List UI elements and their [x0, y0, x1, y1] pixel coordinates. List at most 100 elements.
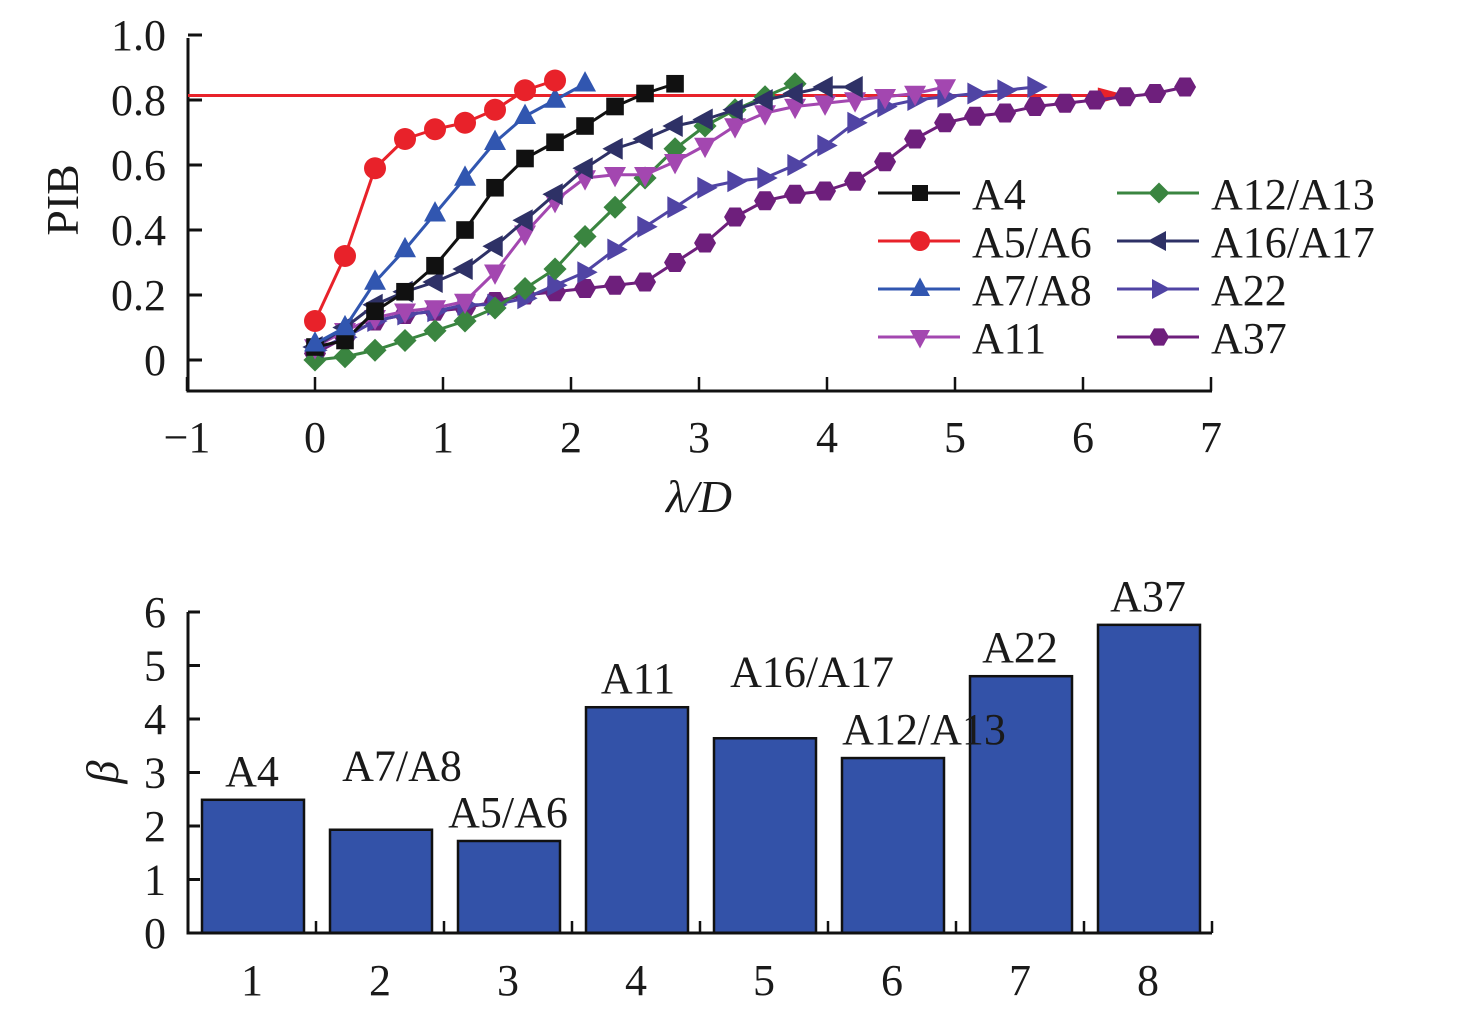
data-point-a16-a17: [692, 108, 713, 131]
legend-item-a12-a13: A12/A13: [1117, 170, 1375, 219]
data-point-a4: [426, 256, 444, 275]
bar-x-tick-label: 7: [1009, 956, 1031, 1005]
legend-marker-triangle-down-icon: [910, 330, 930, 349]
bar-y-tick-label: 2: [144, 802, 166, 851]
bar: [200, 798, 306, 935]
data-point-a12-a13: [483, 296, 507, 320]
data-point-a16-a17: [602, 137, 623, 160]
bar: [584, 705, 690, 935]
legend-label: A7/A8: [972, 266, 1092, 315]
legend-marker-triangle-right-icon: [1152, 279, 1171, 299]
data-point-a12-a13: [453, 309, 477, 333]
data-point-a22: [547, 274, 568, 297]
legend-label: A11: [972, 314, 1046, 363]
data-point-a5-a6: [364, 157, 387, 180]
legend-marker-hexagon-icon: [1149, 328, 1169, 346]
data-point-a37: [664, 252, 687, 273]
bar-data-label: A16/A17: [730, 647, 894, 696]
x-tick-label: 5: [944, 413, 966, 462]
bar-y-tick-label: 3: [144, 749, 166, 798]
legend-item-a5-a6: A5/A6: [878, 218, 1092, 267]
data-point-a11: [424, 300, 447, 321]
data-point-a11: [754, 105, 777, 126]
legend-item-a11: A11: [878, 314, 1046, 363]
data-point-a16-a17: [422, 271, 443, 293]
data-point-a12-a13: [393, 328, 417, 353]
legend-label: A16/A17: [1211, 218, 1375, 267]
data-point-a7-a8: [424, 201, 447, 222]
data-point-a37: [874, 152, 897, 172]
data-point-a12-a13: [603, 195, 627, 219]
data-point-a16-a17: [662, 115, 683, 137]
bar-x-tick-label: 2: [369, 956, 391, 1005]
data-point-a16-a17: [722, 98, 743, 121]
legend-marker-triangle-up-icon: [910, 277, 930, 296]
data-point-a37: [694, 233, 717, 253]
data-point-a4: [516, 149, 534, 168]
legend-item-a37: A37: [1117, 314, 1287, 363]
data-point-a37: [754, 191, 777, 211]
data-point-a7-a8: [484, 129, 507, 150]
data-point-a22: [637, 215, 658, 238]
data-point-a37: [934, 113, 957, 133]
bar-data-label: A7/A8: [342, 742, 462, 791]
bar-x-tick-label: 5: [753, 956, 775, 1005]
data-point-a5-a6: [334, 245, 357, 267]
data-point-a7-a8: [364, 269, 387, 290]
data-point-a11: [934, 79, 957, 100]
data-point-a16-a17: [452, 258, 473, 280]
y-tick-label: 0.2: [111, 271, 166, 320]
data-point-a5-a6: [514, 79, 537, 102]
bar: [968, 674, 1074, 935]
data-point-a22: [757, 167, 778, 189]
data-point-a16-a17: [572, 157, 593, 180]
data-point-a37: [814, 181, 837, 201]
series-a7-a8: [304, 71, 597, 352]
bar-y-tick-label: 0: [144, 909, 166, 958]
legend-item-a22: A22: [1117, 266, 1287, 315]
x-tick-label: 6: [1072, 413, 1094, 462]
bar-x-tick-label: 3: [497, 956, 519, 1005]
data-point-a5-a6: [424, 118, 447, 141]
data-point-a4: [666, 74, 684, 93]
x-tick-label: 1: [432, 413, 454, 462]
data-point-a5-a6: [304, 310, 326, 332]
x-tick-label: 0: [304, 413, 326, 462]
legend-item-a4: A4: [878, 170, 1026, 219]
legend-label: A37: [1211, 314, 1287, 363]
series-group: [302, 69, 1197, 372]
data-point-a37: [724, 207, 747, 227]
bar: [328, 828, 434, 935]
data-point-a22: [697, 176, 718, 199]
data-point-a22: [967, 82, 988, 105]
bar-y-axis-label: β: [77, 760, 128, 784]
data-point-a7-a8: [304, 331, 326, 352]
data-point-a4: [396, 282, 414, 301]
bar-x-tick-label: 4: [625, 956, 647, 1005]
data-point-a4: [636, 84, 654, 103]
legend-marker-circle-icon: [910, 231, 930, 251]
data-point-a16-a17: [542, 183, 563, 206]
data-point-a12-a13: [363, 338, 387, 362]
data-point-a7-a8: [454, 165, 477, 186]
legend-label: A22: [1211, 266, 1287, 315]
data-point-a16-a17: [632, 128, 653, 150]
data-point-a22: [847, 111, 868, 134]
x-tick-label: −1: [164, 413, 211, 462]
bar-y-tick-label: 6: [144, 588, 166, 637]
data-point-a11: [454, 293, 477, 315]
data-point-a37: [1144, 83, 1167, 104]
bars-group: [200, 623, 1202, 935]
data-point-a4: [336, 331, 354, 350]
data-point-a11: [784, 98, 807, 120]
bar-x-tick-label: 1: [241, 956, 263, 1005]
series-a5-a6: [304, 69, 567, 332]
legend-item-a16-a17: A16/A17: [1117, 218, 1375, 267]
series-line-a7-a8: [314, 82, 586, 346]
bar: [456, 839, 562, 935]
data-point-a11: [514, 225, 537, 246]
line-chart-axes: 0 0.2 0.4 0.6 0.8 1.0 −1 0 1 2 3 4 5 6 7: [111, 11, 1222, 462]
